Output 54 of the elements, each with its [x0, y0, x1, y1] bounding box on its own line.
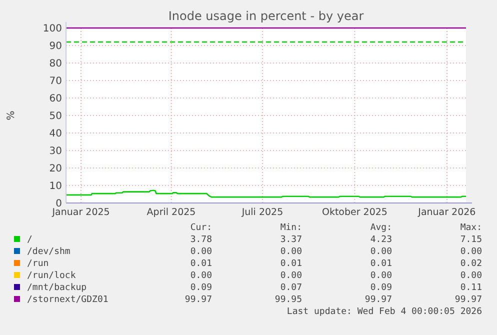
text: Cur:: [190, 223, 212, 233]
text: 4.23: [370, 235, 392, 245]
text: 3.37: [280, 235, 302, 245]
text: 99.95: [274, 295, 302, 305]
y-tick-label: 60: [49, 94, 62, 104]
text: 0.01: [370, 259, 392, 269]
text: 0.00: [190, 271, 212, 281]
text: 0.02: [460, 259, 482, 269]
legend-label: /run/lock: [27, 271, 76, 281]
y-tick-label: 90: [49, 41, 62, 52]
text: 0.01: [280, 259, 302, 269]
y-tick-label: 50: [49, 111, 62, 122]
text: 99.97: [184, 295, 212, 305]
text: 0.00: [460, 271, 482, 281]
text: 0.00: [370, 247, 392, 257]
text: 99.97: [454, 295, 482, 305]
x-tick-label: April 2025: [146, 207, 196, 218]
text: 0.11: [460, 283, 482, 293]
legend-label: /dev/shm: [27, 247, 70, 257]
y-tick-label: 70: [49, 76, 62, 87]
text: 3.78: [190, 235, 212, 245]
y-tick-label: 80: [49, 58, 62, 70]
y-tick-label: 20: [49, 164, 62, 174]
y-axis-title: %: [6, 110, 17, 120]
line-series: [65, 190, 467, 198]
x-tick-label: Juli 2025: [240, 207, 284, 218]
text: Last update: Wed Feb 4 00:00:05 2026: [286, 307, 482, 317]
text: 0.00: [280, 247, 302, 257]
text: 0.00: [280, 271, 302, 281]
chart-title: Inode usage in percent - by year: [168, 9, 364, 23]
text: 7.15: [460, 235, 482, 245]
text: 0.09: [190, 283, 212, 293]
legend-label: /run: [27, 259, 49, 269]
text: 0.00: [460, 247, 482, 257]
text: 0.01: [190, 259, 212, 269]
y-tick-label: 100: [42, 24, 62, 34]
y-tick-label: 40: [49, 128, 62, 140]
text: 0.07: [280, 283, 302, 293]
legend-label: /: [27, 235, 32, 245]
text: 0.00: [370, 271, 392, 281]
x-tick-label: Januar 2026: [417, 207, 476, 218]
y-tick-label: 0: [56, 198, 62, 210]
x-tick-label: Oktober 2025: [322, 207, 388, 218]
x-tick-label: Januar 2025: [51, 207, 110, 218]
y-tick-label: 10: [49, 181, 62, 192]
y-tick-label: 30: [49, 146, 62, 157]
legend-label: /stornext/GDZ01: [27, 295, 108, 305]
text: Min:: [280, 223, 302, 233]
text: 0.00: [190, 247, 212, 257]
text: Max:: [460, 223, 482, 233]
text: Avg:: [370, 223, 392, 233]
text: 0.09: [370, 283, 392, 293]
text: 99.97: [364, 295, 392, 305]
legend-label: /mnt/backup: [27, 283, 87, 293]
